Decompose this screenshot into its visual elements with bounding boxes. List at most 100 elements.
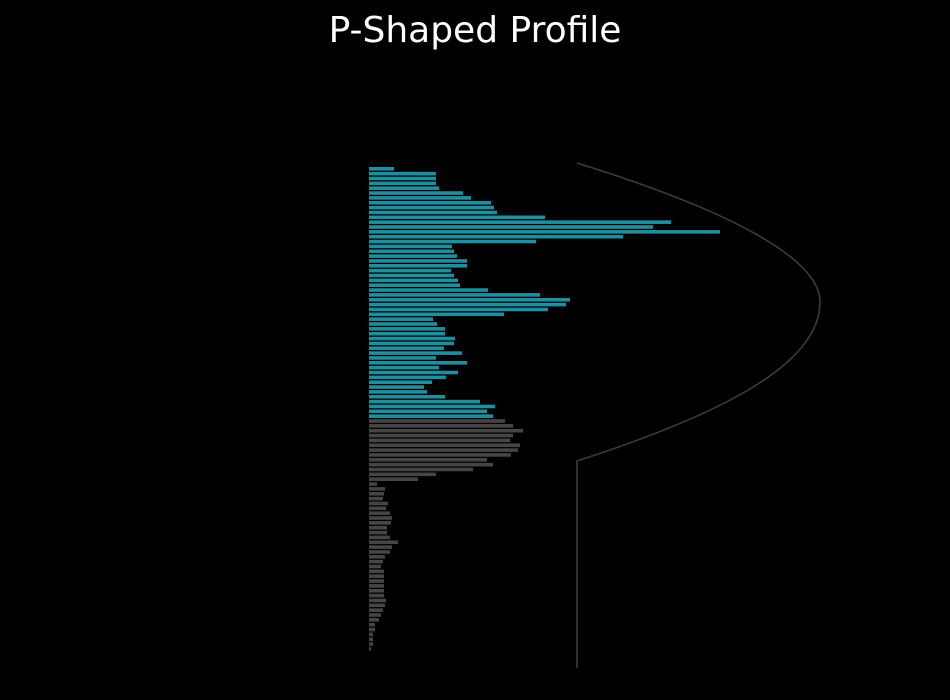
base-bar — [369, 462, 493, 467]
highlight-bar — [369, 186, 439, 190]
base-bar — [369, 453, 511, 457]
highlight-bar — [369, 230, 720, 234]
base-bar — [369, 472, 436, 477]
base-bar — [369, 433, 513, 438]
highlight-bar — [369, 254, 457, 258]
highlight-bar — [369, 297, 570, 302]
base-bar — [369, 622, 375, 627]
base-bar — [369, 647, 371, 651]
base-bar — [369, 506, 386, 511]
base-bar — [369, 443, 520, 448]
base-bar — [369, 627, 375, 632]
highlight-bar — [369, 283, 460, 287]
highlight-bar — [369, 346, 444, 351]
highlight-bar — [369, 278, 458, 283]
highlight-bar — [369, 167, 394, 171]
base-bar — [369, 632, 373, 637]
highlight-bar — [369, 385, 424, 389]
base-bar — [369, 467, 473, 472]
highlight-bar — [369, 171, 436, 176]
base-bar — [369, 487, 385, 491]
highlight-bar — [369, 273, 454, 278]
highlight-bar — [369, 399, 480, 404]
base-bar — [369, 555, 385, 559]
chart-title: P-Shaped Profile — [328, 10, 622, 51]
highlight-bar — [369, 404, 495, 409]
highlight-bar — [369, 414, 493, 418]
base-bar — [369, 588, 384, 593]
base-bar — [369, 419, 505, 423]
highlight-bar — [369, 365, 439, 370]
highlight-bar — [369, 322, 437, 326]
highlight-bar — [369, 380, 432, 384]
base-bar — [369, 574, 384, 578]
base-bar — [369, 521, 391, 525]
highlight-bar — [369, 264, 467, 268]
highlight-bar — [369, 239, 536, 244]
base-bar — [369, 458, 487, 462]
highlight-bar — [369, 215, 545, 220]
base-bar — [369, 482, 377, 486]
highlight-bar — [369, 317, 433, 321]
base-bar — [369, 545, 392, 549]
base-bar — [369, 550, 390, 554]
highlight-bar — [369, 390, 427, 394]
p-shape-outline — [576, 162, 821, 668]
base-bar — [369, 598, 386, 603]
highlight-bar — [369, 225, 653, 229]
base-bar — [369, 540, 398, 545]
base-bar — [369, 593, 384, 598]
base-bar — [369, 603, 385, 608]
highlight-bar — [369, 259, 467, 263]
highlight-bar — [369, 288, 488, 292]
base-bar — [369, 448, 518, 452]
base-bar — [369, 477, 418, 481]
base-bar — [369, 496, 383, 501]
base-bar — [369, 642, 373, 646]
base-bar — [369, 569, 384, 574]
highlight-bar — [369, 293, 540, 297]
highlight-bar — [369, 370, 458, 375]
highlight-bar — [369, 394, 445, 399]
base-bar — [369, 637, 373, 642]
base-bar — [369, 511, 390, 515]
highlight-bar — [369, 327, 445, 331]
base-bar — [369, 530, 387, 535]
highlight-bar — [369, 244, 452, 249]
highlight-bar — [369, 361, 467, 365]
highlight-bar — [369, 249, 454, 254]
base-bar — [369, 618, 379, 622]
highlight-bar — [369, 191, 463, 195]
highlight-bar — [369, 356, 436, 360]
base-bar — [369, 535, 390, 540]
highlight-bar — [369, 336, 455, 341]
highlight-bar — [369, 351, 462, 355]
highlight-bar — [369, 268, 451, 273]
highlight-bar — [369, 210, 497, 215]
highlight-bar — [369, 312, 504, 317]
base-bar — [369, 424, 513, 428]
highlight-bar — [369, 200, 491, 205]
base-bar — [369, 501, 388, 506]
highlight-bar — [369, 375, 446, 380]
base-bar — [369, 564, 381, 569]
base-bar — [369, 608, 383, 612]
base-bar — [369, 584, 384, 588]
base-bar — [369, 559, 383, 564]
base-bar — [369, 579, 384, 583]
highlight-bar — [369, 409, 487, 414]
highlight-bar — [369, 205, 494, 210]
highlight-bar — [369, 220, 671, 224]
highlight-bar — [369, 331, 445, 336]
base-bar — [369, 516, 392, 520]
base-bar — [369, 613, 381, 617]
highlight-bar — [369, 302, 566, 307]
base-bar — [369, 491, 384, 496]
highlight-bar — [369, 341, 454, 346]
base-bar — [369, 438, 510, 443]
highlight-bar — [369, 234, 623, 239]
highlight-bar — [369, 176, 436, 181]
highlight-bar — [369, 307, 548, 312]
